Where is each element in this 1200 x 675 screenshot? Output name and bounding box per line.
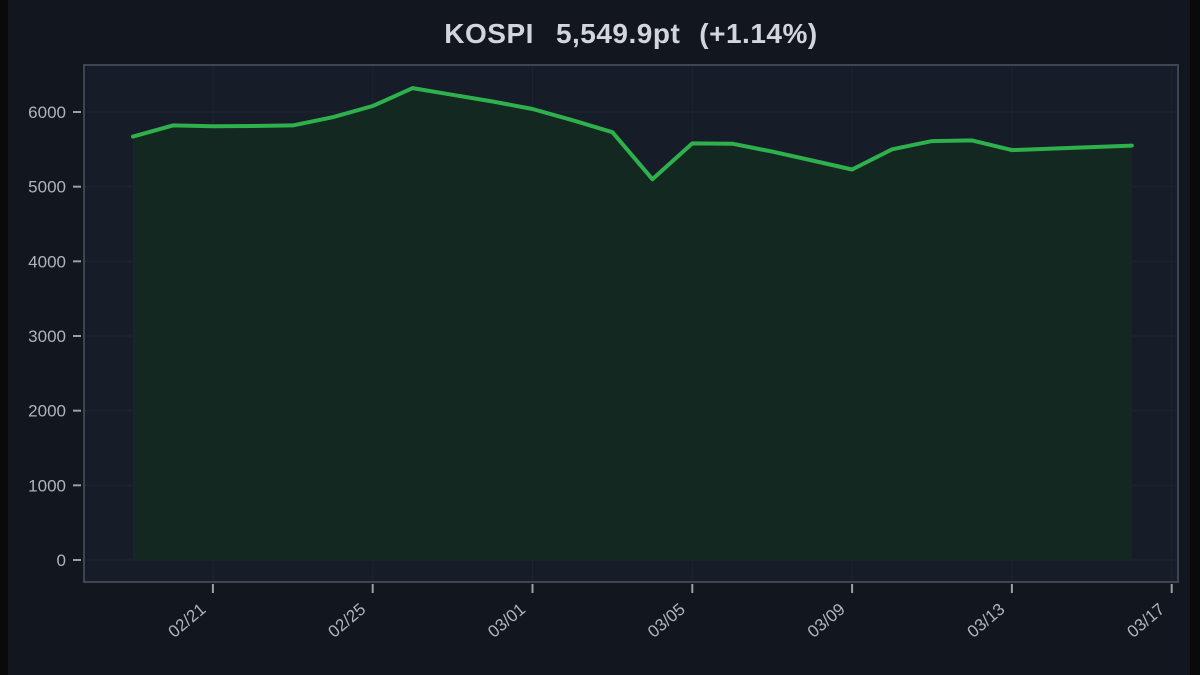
y-tick-label: 5000 <box>28 178 66 197</box>
y-tick-label: 0 <box>57 551 66 570</box>
x-tick-label: 03/17 <box>1123 600 1168 642</box>
price-line <box>131 86 1134 182</box>
x-tick-label: 03/01 <box>484 600 529 642</box>
y-tick-label: 1000 <box>28 476 66 495</box>
x-tick-label: 03/13 <box>964 600 1009 642</box>
x-tick-label: 02/21 <box>165 600 210 642</box>
index-name: KOSPI <box>444 18 534 49</box>
right-letterbox-bar <box>1190 0 1200 675</box>
left-letterbox-bar <box>0 0 8 675</box>
chart-title: KOSPI 5,549.9pt (+1.14%) <box>84 14 1178 54</box>
index-value: 5,549.9pt <box>555 18 681 49</box>
y-tick-label: 4000 <box>28 252 66 271</box>
area-fill <box>133 88 1132 560</box>
x-tick-label: 02/25 <box>324 600 369 642</box>
y-tick-label: 6000 <box>28 103 66 122</box>
y-tick-label: 2000 <box>28 402 66 421</box>
plot-border <box>83 64 1179 583</box>
index-change: (+1.14%) <box>699 18 818 49</box>
y-tick-label: 3000 <box>28 327 66 346</box>
x-tick-label: 03/05 <box>644 600 689 642</box>
x-tick-label: 03/09 <box>804 600 849 642</box>
